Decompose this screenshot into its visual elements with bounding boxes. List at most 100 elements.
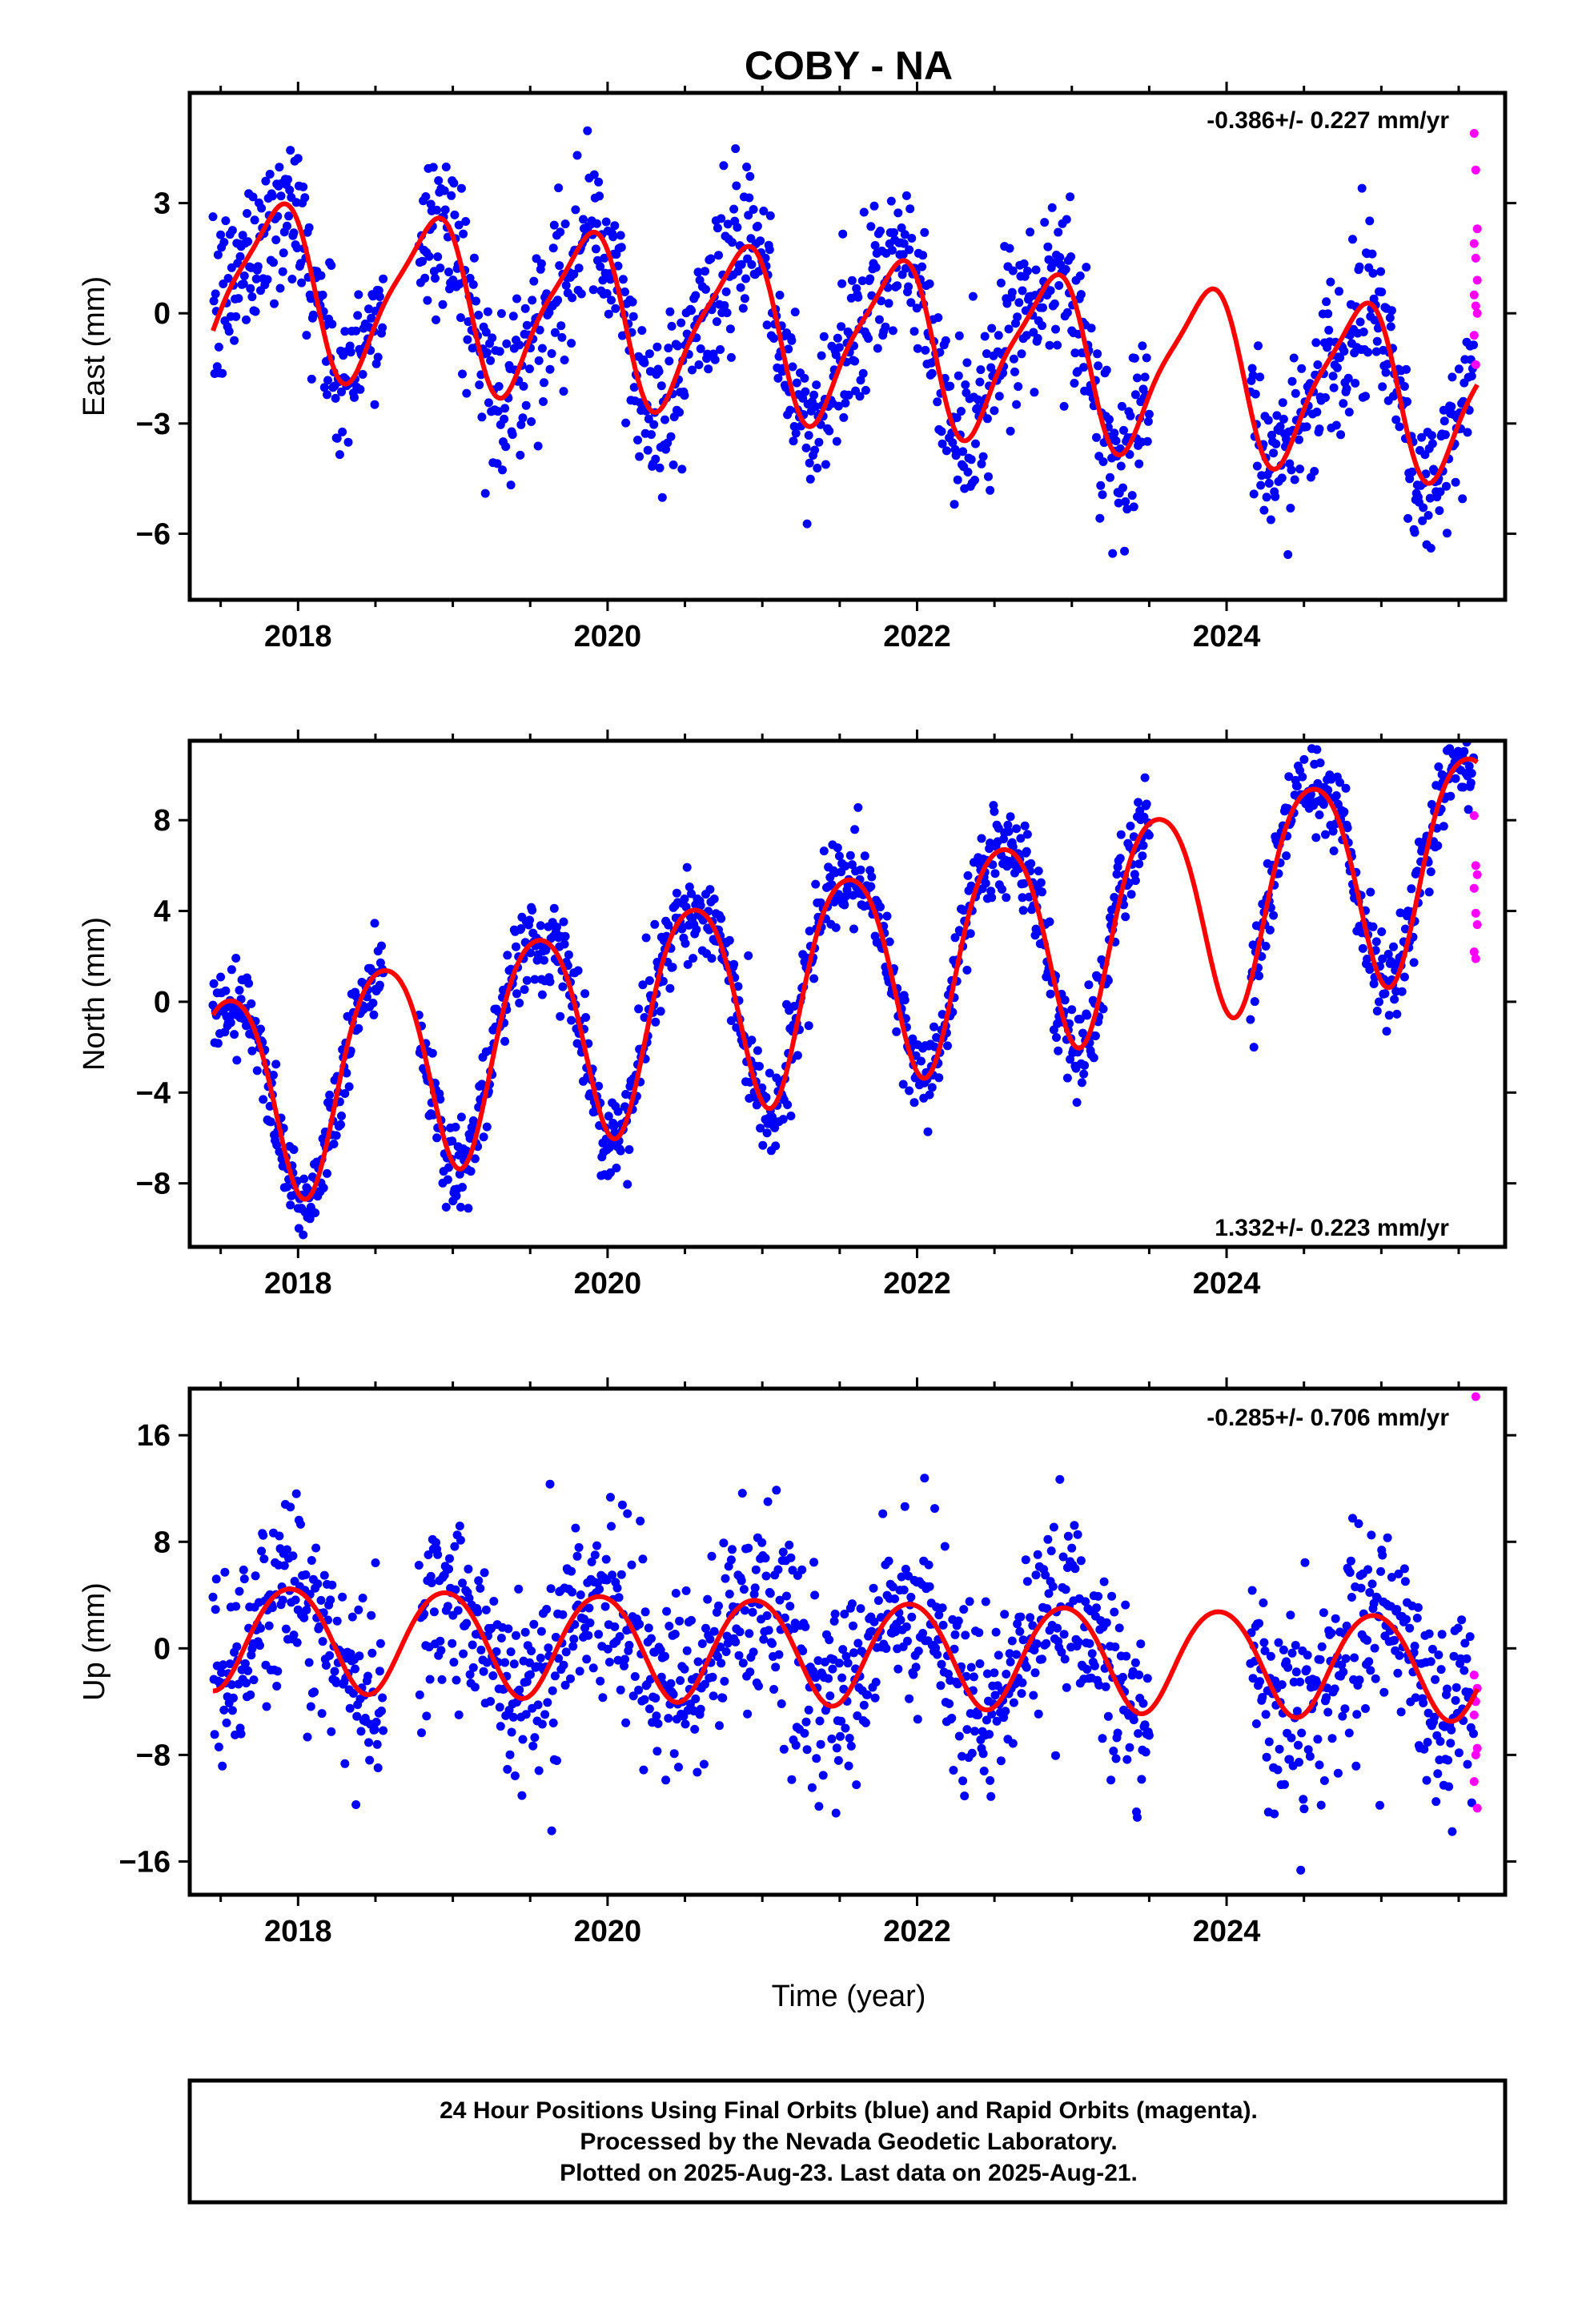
final-point (588, 285, 598, 295)
final-point (654, 367, 664, 376)
final-point (424, 1550, 433, 1559)
final-point (1138, 841, 1148, 850)
final-point (954, 1616, 963, 1626)
final-point (540, 378, 548, 388)
final-point (1315, 1655, 1325, 1664)
final-point (1098, 490, 1107, 500)
final-point (664, 1714, 673, 1723)
final-point (373, 1763, 383, 1772)
final-point (680, 895, 689, 903)
x-tick-label: 2018 (264, 1915, 332, 1948)
final-point (1247, 1586, 1257, 1595)
final-point (264, 1621, 274, 1630)
final-point (682, 1646, 692, 1655)
final-point (775, 1595, 785, 1605)
final-point (299, 1174, 309, 1184)
final-point (628, 297, 637, 307)
final-point (1381, 368, 1391, 377)
final-point (706, 254, 716, 263)
final-point (1377, 287, 1387, 297)
final-point (1049, 1522, 1058, 1532)
final-point (528, 1741, 538, 1751)
final-point (1126, 822, 1135, 830)
final-point (773, 373, 783, 383)
final-point (887, 246, 897, 255)
final-point (371, 359, 381, 368)
rapid-point (1469, 129, 1479, 138)
final-point (1004, 324, 1014, 334)
final-point (338, 1592, 347, 1602)
final-point (537, 1719, 547, 1729)
y-tick-label: −8 (136, 1739, 171, 1772)
final-point (1426, 867, 1435, 877)
final-point (986, 485, 995, 495)
final-point (1250, 997, 1259, 1007)
final-point (812, 380, 821, 390)
final-point (311, 1543, 321, 1553)
north-rate-annotation: 1.332+/- 0.223 mm/yr (1215, 1215, 1449, 1241)
final-point (476, 1645, 486, 1655)
final-point (857, 276, 867, 286)
final-point (951, 451, 961, 460)
final-point (1365, 1588, 1375, 1597)
final-point (271, 1059, 281, 1069)
y-tick-label: 0 (154, 297, 171, 331)
final-point (1327, 1628, 1336, 1638)
final-point (379, 274, 388, 283)
final-point (650, 919, 660, 929)
east-final-points (208, 126, 1478, 559)
final-point (301, 1570, 311, 1579)
final-point (1434, 1651, 1443, 1659)
final-point (1144, 409, 1154, 419)
final-point (533, 441, 543, 451)
final-point (1082, 263, 1091, 272)
final-point (327, 1727, 336, 1736)
final-point (1038, 887, 1046, 897)
final-point (833, 333, 842, 343)
final-point (1142, 799, 1151, 809)
final-point (1402, 364, 1411, 374)
final-point (1140, 372, 1150, 382)
final-point (377, 1707, 386, 1715)
final-point (751, 1565, 761, 1574)
final-point (354, 290, 363, 300)
final-point (899, 239, 909, 248)
final-point (1299, 1804, 1309, 1814)
final-point (250, 215, 259, 225)
final-point (966, 1663, 976, 1672)
final-point (1129, 502, 1138, 512)
final-point (540, 955, 548, 965)
final-point (867, 1626, 877, 1636)
final-point (1120, 546, 1130, 556)
final-point (893, 208, 903, 218)
final-point (1322, 297, 1331, 307)
final-point (319, 1570, 329, 1580)
final-point (208, 1592, 218, 1602)
final-point (703, 1594, 713, 1604)
final-point (744, 951, 753, 960)
final-point (921, 345, 930, 355)
final-point (974, 395, 983, 404)
final-point (292, 243, 302, 253)
final-point (607, 1522, 616, 1531)
final-point (624, 1640, 634, 1650)
final-point (500, 414, 509, 424)
final-point (1386, 957, 1395, 966)
final-point (737, 1489, 747, 1498)
final-point (289, 1145, 299, 1154)
final-point (1140, 1720, 1150, 1730)
final-point (488, 1671, 498, 1680)
final-point (1287, 376, 1297, 386)
final-point (1094, 361, 1103, 371)
final-point (1246, 1015, 1255, 1024)
final-point (714, 251, 723, 260)
final-point (1002, 1670, 1011, 1679)
final-point (421, 192, 431, 201)
final-point (873, 1596, 883, 1606)
final-point (545, 977, 555, 987)
final-point (744, 1543, 753, 1553)
final-point (1457, 1615, 1467, 1625)
final-point (1255, 1618, 1264, 1628)
final-point (798, 1647, 808, 1655)
final-point (1142, 353, 1151, 363)
